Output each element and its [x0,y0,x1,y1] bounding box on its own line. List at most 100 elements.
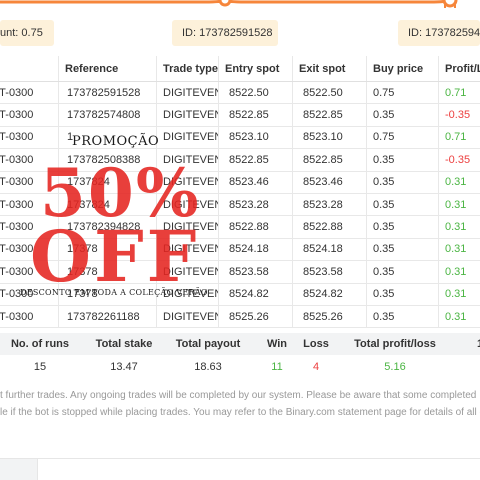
row-entry-spot: 8522.85 [218,104,292,126]
row-buy-price: 0.35 [366,283,438,305]
promo-discount: 50% [40,154,201,232]
tooltip-amount: unt: 0.75 [0,20,54,46]
row-entry-spot: 8524.18 [218,238,292,261]
transaction-timeline [0,0,480,18]
row-profit-loss: -0.35 [438,149,480,171]
table-row[interactable]: MT-030017378DIGITEVEN8524.188524.180.350… [0,238,480,262]
row-buy-price: 0.35 [366,306,438,328]
row-entry-spot: 8522.85 [218,149,292,171]
column-header-buy-price: Buy price [366,56,438,81]
row-profit-loss: 0.31 [438,171,480,193]
row-time: MT-0300 [0,265,34,278]
timeline-node[interactable] [442,0,458,8]
table-row[interactable]: MT-0300173782591528DIGITEVEN8522.508522.… [0,82,480,105]
row-buy-price: 0.35 [366,149,438,171]
summary-header-extra: 1 [450,333,480,355]
column-header-entry-spot: Entry spot [218,56,292,81]
row-trade-type: DIGITEVEN [156,171,218,193]
timeline-node[interactable] [218,0,232,7]
row-entry-spot: 8522.50 [218,82,292,104]
row-buy-price: 0.35 [366,194,438,216]
table-row[interactable]: MT-03001737824DIGITEVEN8523.288523.280.3… [0,194,480,217]
row-time: MT-0300 [0,131,34,144]
summary-loss: 4 [312,361,320,373]
row-time: MT-0300 [0,86,34,99]
row-buy-price: 0.75 [366,82,438,104]
row-exit-spot: 8523.46 [292,171,366,193]
table-row[interactable]: MT-03001737824DIGITEVEN8523.468523.460.3… [0,171,480,194]
row-buy-price: 0.75 [366,126,438,149]
row-reference: 1737824 [58,194,156,216]
summary-header-stake: Total stake [95,338,153,350]
row-exit-spot: 8522.85 [292,149,366,171]
row-trade-type: DIGITEVEN [156,194,218,216]
table-row[interactable]: MT-0300173782394828DIGITEVEN8522.888522.… [0,216,480,239]
row-profit-loss: 0.71 [438,82,480,104]
row-reference: 173782261188 [58,306,156,328]
table-row[interactable]: MT-030017378DIGITEVEN8523.588523.580.350… [0,261,480,284]
column-header-reference: Reference [58,56,156,81]
row-exit-spot: 8524.82 [292,283,366,305]
row-exit-spot: 8522.85 [292,104,366,126]
summary-runs: 15 [33,361,47,373]
row-profit-loss: 0.31 [438,306,480,328]
summary-header-profit: Total profit/loss [354,338,436,350]
row-trade-type: DIGITEVEN [156,283,218,305]
summary-header-win: Win [266,338,288,350]
row-time: MT-0300 [0,288,34,301]
row-reference: 173782591528 [58,82,156,104]
row-reference: 17378 [58,261,156,283]
row-entry-spot: 8524.82 [218,283,292,305]
table-row[interactable]: MT-0300173782261188DIGITEVEN8525.268525.… [0,306,480,329]
row-profit-loss: -0.35 [438,104,480,126]
row-buy-price: 0.35 [366,216,438,238]
row-time: MT-0300 [0,198,34,211]
row-exit-spot: 8522.50 [292,82,366,104]
promo-off: OFF [30,215,200,298]
table-row[interactable]: MT-030017378DIGITEVEN8524.828524.820.350… [0,283,480,306]
row-profit-loss: 0.31 [438,238,480,261]
summary-profit: 5.16 [384,361,406,373]
table-row[interactable]: MT-0300173782574808DIGITEVEN8522.858522.… [0,104,480,127]
summary-header-loss: Loss [303,338,329,350]
stop-notice: t further trades. Any ongoing trades wil… [0,387,480,421]
row-trade-type: DIGITEVEN [156,149,218,171]
row-profit-loss: 0.31 [438,283,480,305]
row-trade-type: DIGITEVEN [156,238,218,261]
stop-notice-line: le if the bot is stopped while placing t… [0,407,480,418]
row-reference: 1737824 [58,171,156,193]
row-time: MT-0300 [0,243,34,256]
row-buy-price: 0.35 [366,238,438,261]
row-buy-price: 0.35 [366,261,438,283]
bottom-panel-tab[interactable] [0,459,38,480]
column-header-profit-loss: Profit/Lo [438,56,480,81]
row-reference: 173782508388 [58,149,156,171]
row-entry-spot: 8523.58 [218,261,292,283]
row-profit-loss: 0.31 [438,194,480,216]
row-trade-type: DIGITEVEN [156,306,218,328]
tooltip-id: ID: 173782591528 [172,20,278,46]
row-exit-spot: 8525.26 [292,306,366,328]
row-reference: 17378 [58,238,156,261]
row-reference: 173782574808 [58,104,156,126]
column-header-trade-type: Trade type [156,56,218,81]
summary-header-runs: No. of runs [10,338,70,350]
row-time: MT-0300 [0,221,34,234]
table-row[interactable]: MT-0300173782508388DIGITEVEN8522.858522.… [0,149,480,172]
row-trade-type: DIGITEVEN [156,216,218,238]
column-header-time [0,56,58,81]
promo-label: PROMOÇÃO [72,134,160,149]
row-exit-spot: 8522.88 [292,216,366,238]
row-entry-spot: 8523.10 [218,126,292,149]
row-entry-spot: 8522.88 [218,216,292,238]
row-profit-loss: 0.31 [438,261,480,283]
column-header-exit-spot: Exit spot [292,56,366,81]
row-reference: 1 [58,126,156,149]
bottom-divider [0,458,480,459]
row-time: MT-0300 [0,153,34,166]
summary-values: 15 13.47 18.63 11 4 5.16 [0,355,480,379]
row-entry-spot: 8523.28 [218,194,292,216]
row-reference: 173782394828 [58,216,156,238]
transactions-table-header: Reference Trade type Entry spot Exit spo… [0,56,480,82]
